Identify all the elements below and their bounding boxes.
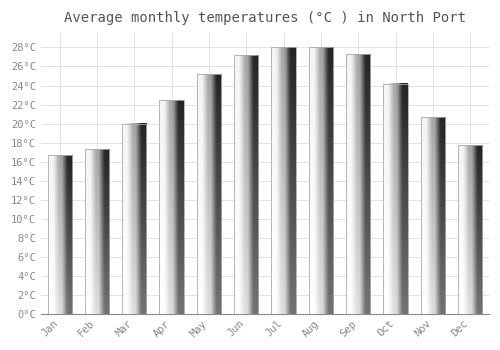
Bar	[234, 55, 258, 314]
Bar	[309, 48, 333, 314]
Bar	[160, 100, 184, 314]
Bar	[458, 145, 482, 314]
Bar	[85, 149, 109, 314]
Bar	[421, 117, 445, 314]
Bar	[384, 84, 407, 314]
Bar	[272, 48, 295, 314]
Bar	[346, 54, 370, 314]
Bar	[122, 124, 146, 314]
Title: Average monthly temperatures (°C ) in North Port: Average monthly temperatures (°C ) in No…	[64, 11, 466, 25]
Bar	[197, 74, 221, 314]
Bar	[48, 155, 72, 314]
